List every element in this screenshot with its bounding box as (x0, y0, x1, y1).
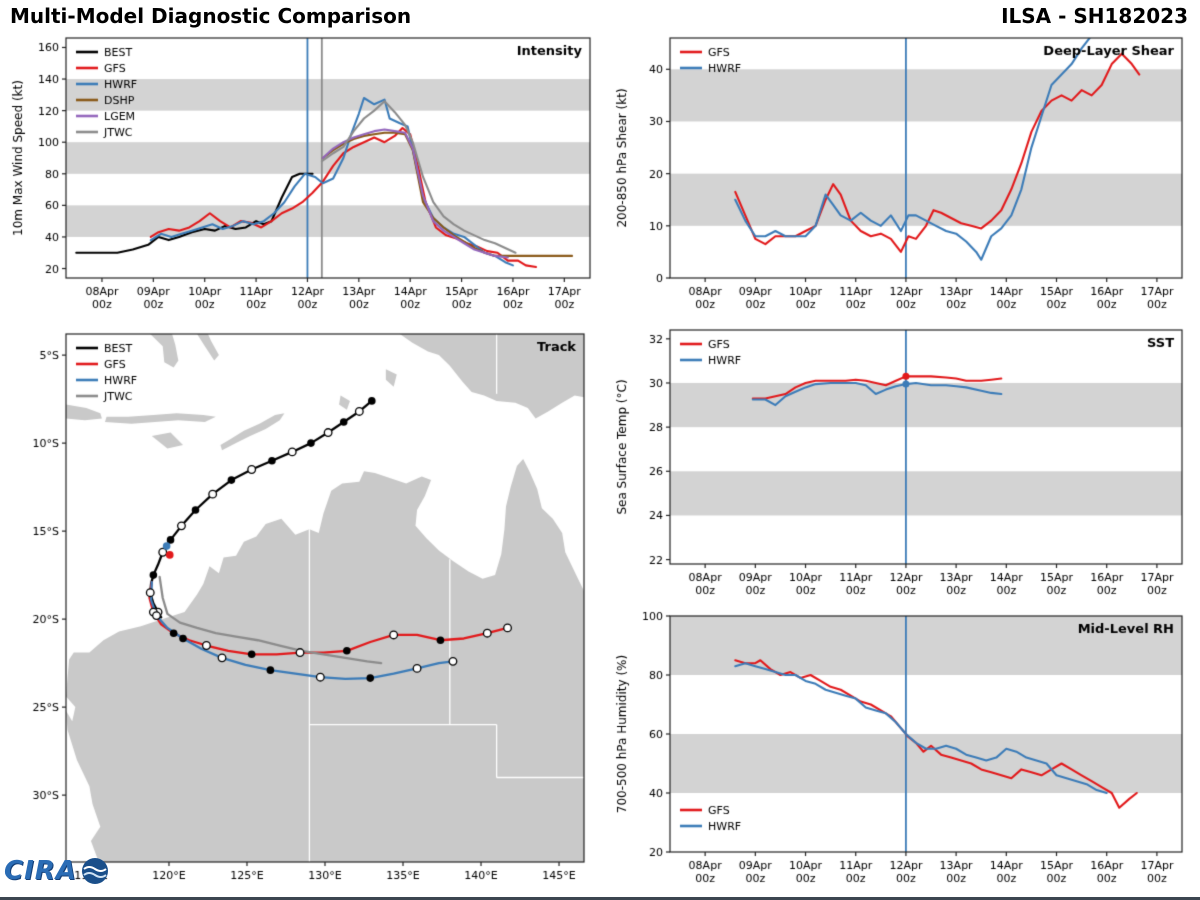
sst-chart (612, 322, 1192, 608)
cira-logo-emblem-icon (81, 858, 108, 884)
track-map (8, 326, 600, 892)
page-title: Multi-Model Diagnostic Comparison (10, 4, 412, 28)
storm-id: ILSA - SH182023 (1001, 4, 1188, 28)
intensity-chart (8, 30, 600, 322)
cira-logo: CIRA (4, 856, 110, 886)
shear-chart (612, 30, 1192, 322)
bottom-edge (0, 897, 1200, 900)
cira-logo-text: CIRA (4, 856, 77, 886)
rh-chart (612, 608, 1192, 896)
